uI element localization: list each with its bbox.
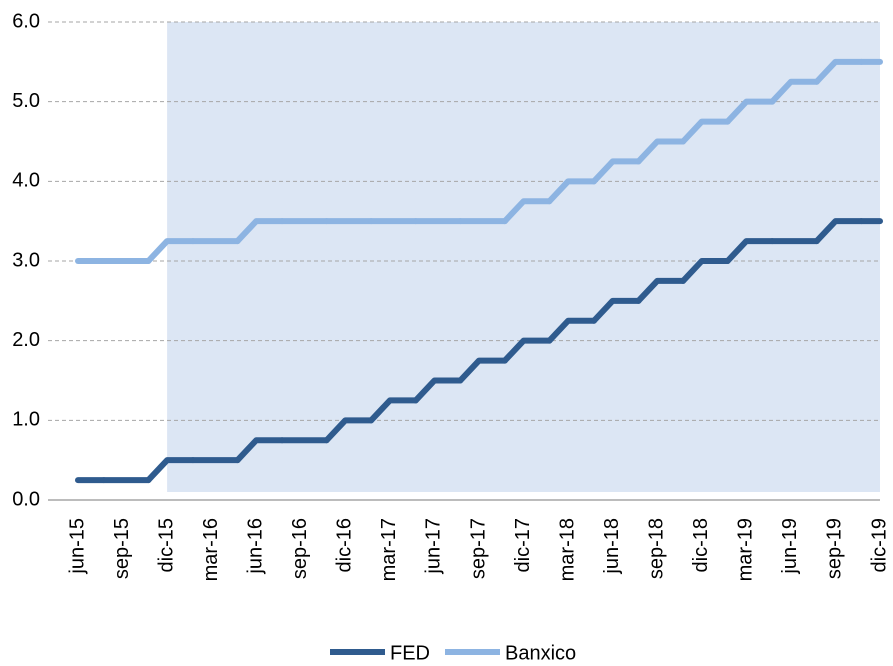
series-line xyxy=(590,297,642,324)
x-tick-label: dic-19 xyxy=(868,518,890,572)
y-tick-label: 1.0 xyxy=(12,409,40,431)
x-tick-label: sep-16 xyxy=(289,518,311,579)
legend-label: FED xyxy=(390,642,430,664)
series-line xyxy=(635,138,687,165)
x-tick-label: sep-18 xyxy=(646,518,668,579)
x-tick-label: mar-17 xyxy=(378,518,400,581)
series-line xyxy=(813,218,865,245)
series-line xyxy=(724,238,776,264)
series-line xyxy=(145,457,196,484)
series-line xyxy=(457,357,508,384)
y-tick-label: 3.0 xyxy=(12,249,40,271)
series-line xyxy=(368,397,419,424)
x-tick-label: dic-18 xyxy=(690,518,712,572)
x-tick-label: dic-16 xyxy=(334,518,356,572)
x-tick-label: jun-17 xyxy=(423,518,445,575)
series-line xyxy=(813,58,865,85)
series-line xyxy=(234,437,286,464)
series-line xyxy=(635,277,687,304)
x-tick-label: sep-15 xyxy=(111,518,133,579)
series-line xyxy=(323,417,375,444)
x-tick-label: jun-19 xyxy=(779,518,801,575)
series-line xyxy=(769,78,820,105)
x-tick-label: sep-19 xyxy=(824,518,846,579)
series-line xyxy=(680,118,731,145)
series-line xyxy=(590,158,642,185)
x-tick-label: mar-18 xyxy=(556,518,578,581)
series-line xyxy=(724,98,776,125)
y-tick-label: 4.0 xyxy=(12,170,40,192)
x-tick-label: jun-15 xyxy=(66,518,88,575)
x-tick-label: jun-18 xyxy=(601,518,623,575)
series-line xyxy=(501,337,553,364)
y-tick-label: 5.0 xyxy=(12,90,40,112)
highlight-region xyxy=(167,22,881,492)
x-tick-label: jun-16 xyxy=(245,518,267,575)
y-tick-label: 6.0 xyxy=(12,10,40,32)
series-line xyxy=(234,218,286,245)
series-line xyxy=(145,238,196,264)
x-tick-label: mar-16 xyxy=(200,518,222,581)
x-tick-label: sep-17 xyxy=(467,518,489,579)
series-line xyxy=(412,377,464,404)
y-tick-label: 2.0 xyxy=(12,329,40,351)
x-tick-label: dic-15 xyxy=(155,518,177,572)
series-line xyxy=(680,258,731,284)
series-line xyxy=(501,198,553,225)
series-line xyxy=(546,178,597,205)
x-tick-label: dic-17 xyxy=(512,518,534,572)
x-tick-label: mar-19 xyxy=(735,518,757,581)
y-tick-label: 0.0 xyxy=(12,488,40,510)
legend-label: Banxico xyxy=(505,642,576,664)
series-line xyxy=(546,317,597,344)
